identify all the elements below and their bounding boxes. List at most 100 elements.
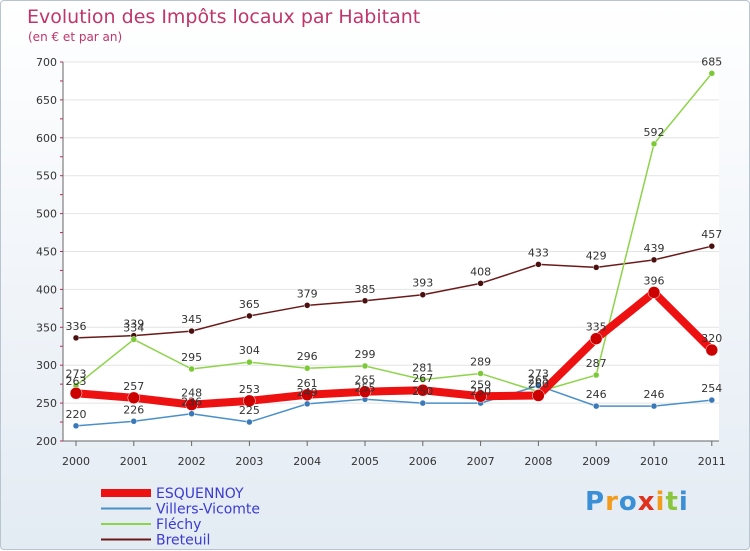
data-label-esquennoy: 263 — [66, 375, 87, 388]
series-line-fl-chy — [75, 72, 713, 393]
data-point-esquennoy — [474, 390, 487, 403]
legend-label-breteuil: Breteuil — [156, 533, 210, 549]
data-point-breteuil — [708, 242, 716, 250]
data-label-esquennoy: 257 — [123, 380, 144, 393]
data-point-breteuil — [535, 261, 542, 268]
data-point-breteuil — [592, 264, 600, 271]
logo-letter: x — [637, 487, 656, 517]
data-point-villers-vicomte — [708, 396, 716, 404]
y-tick-label: 600 — [36, 132, 57, 145]
y-tick-label: 450 — [36, 246, 57, 259]
data-label-villers-vicomte: 226 — [123, 403, 144, 416]
data-point-villers-vicomte — [303, 400, 311, 408]
data-label-villers-vicomte: 250 — [470, 385, 491, 398]
data-label-esquennoy: 320 — [701, 332, 722, 345]
x-tick-label: 2002 — [178, 455, 206, 468]
data-point-breteuil — [72, 334, 80, 342]
y-tick-label: 550 — [36, 170, 57, 183]
data-point-fl-chy — [130, 336, 138, 343]
data-point-fl-chy — [419, 376, 427, 383]
data-label-esquennoy: 260 — [528, 378, 549, 391]
data-label-fl-chy: 289 — [470, 356, 491, 369]
data-label-breteuil: 408 — [470, 265, 491, 278]
data-point-esquennoy — [416, 383, 430, 397]
data-label-villers-vicomte: 220 — [66, 408, 87, 421]
data-label-esquennoy: 396 — [644, 274, 665, 287]
data-label-fl-chy: 334 — [123, 321, 144, 334]
x-tick-label: 2007 — [467, 455, 495, 468]
data-point-villers-vicomte — [130, 418, 138, 425]
data-point-fl-chy — [592, 371, 600, 379]
data-label-villers-vicomte: 273 — [528, 368, 549, 381]
data-label-fl-chy: 265 — [528, 374, 549, 387]
data-label-breteuil: 457 — [701, 228, 722, 241]
data-label-villers-vicomte: 246 — [586, 388, 607, 401]
data-label-fl-chy: 281 — [412, 362, 433, 375]
data-label-breteuil: 429 — [586, 249, 607, 262]
data-point-esquennoy — [243, 394, 256, 408]
chart-subtitle: (en € et par an) — [28, 30, 123, 44]
chart-title: Evolution des Impôts locaux par Habitant — [27, 6, 421, 28]
data-point-breteuil — [650, 256, 658, 264]
data-label-villers-vicomte: 250 — [412, 385, 433, 398]
data-point-fl-chy — [246, 358, 253, 366]
logo-letter: r — [605, 487, 619, 517]
data-label-breteuil: 379 — [297, 287, 318, 300]
data-label-esquennoy: 253 — [239, 383, 260, 396]
data-point-villers-vicomte — [419, 399, 427, 407]
data-label-villers-vicomte: 236 — [181, 396, 202, 409]
data-label-breteuil: 393 — [412, 277, 433, 290]
data-label-breteuil: 345 — [181, 313, 202, 326]
data-point-villers-vicomte — [72, 422, 80, 430]
data-point-villers-vicomte — [535, 382, 542, 389]
y-tick-label: 200 — [36, 435, 57, 448]
data-label-villers-vicomte: 255 — [355, 381, 376, 394]
data-point-esquennoy — [647, 286, 661, 299]
series-line-esquennoy — [72, 288, 716, 409]
data-point-villers-vicomte — [650, 402, 658, 410]
x-tick-label: 2003 — [235, 455, 263, 468]
x-tick-label: 2010 — [640, 455, 668, 468]
y-tick-label: 300 — [36, 359, 57, 372]
data-point-breteuil — [477, 280, 484, 287]
series-line-villers-vicomte — [75, 384, 713, 427]
data-label-breteuil: 439 — [644, 242, 665, 255]
x-tick-label: 2000 — [62, 455, 90, 468]
legend-label-esquennoy: ESQUENNOY — [156, 486, 244, 502]
y-tick-label: 500 — [36, 208, 57, 221]
y-tick-label: 400 — [36, 283, 57, 296]
x-tick-label: 2011 — [698, 455, 726, 468]
x-tick-label: 2001 — [120, 455, 148, 468]
data-label-esquennoy: 267 — [412, 372, 433, 385]
data-point-fl-chy — [303, 364, 311, 372]
data-point-fl-chy — [708, 70, 716, 77]
data-label-fl-chy: 685 — [701, 55, 722, 68]
data-label-breteuil: 385 — [355, 283, 376, 296]
x-tick-label: 2006 — [409, 455, 437, 468]
data-point-esquennoy — [300, 388, 314, 402]
logo-letter: i — [678, 487, 689, 517]
data-label-esquennoy: 248 — [181, 387, 202, 400]
data-point-villers-vicomte — [246, 418, 253, 426]
data-label-villers-vicomte: 249 — [297, 386, 318, 399]
data-point-esquennoy — [69, 386, 83, 400]
y-tick-label: 650 — [36, 94, 57, 107]
data-point-breteuil — [188, 327, 195, 335]
proxiti-logo: Proxiti — [585, 487, 689, 517]
data-point-breteuil — [361, 297, 369, 305]
data-label-villers-vicomte: 225 — [239, 404, 260, 417]
data-point-esquennoy — [705, 343, 719, 357]
data-label-esquennoy: 265 — [355, 374, 376, 387]
logo-letter: P — [585, 487, 606, 517]
data-point-fl-chy — [650, 140, 658, 148]
x-tick-label: 2005 — [351, 455, 379, 468]
data-label-fl-chy: 304 — [239, 344, 260, 357]
data-point-fl-chy — [361, 362, 369, 370]
data-label-esquennoy: 259 — [470, 378, 491, 391]
data-point-breteuil — [303, 302, 311, 309]
data-label-breteuil: 339 — [123, 318, 144, 331]
data-point-breteuil — [246, 312, 253, 320]
x-tick-label: 2008 — [524, 455, 552, 468]
data-point-esquennoy — [532, 389, 545, 402]
